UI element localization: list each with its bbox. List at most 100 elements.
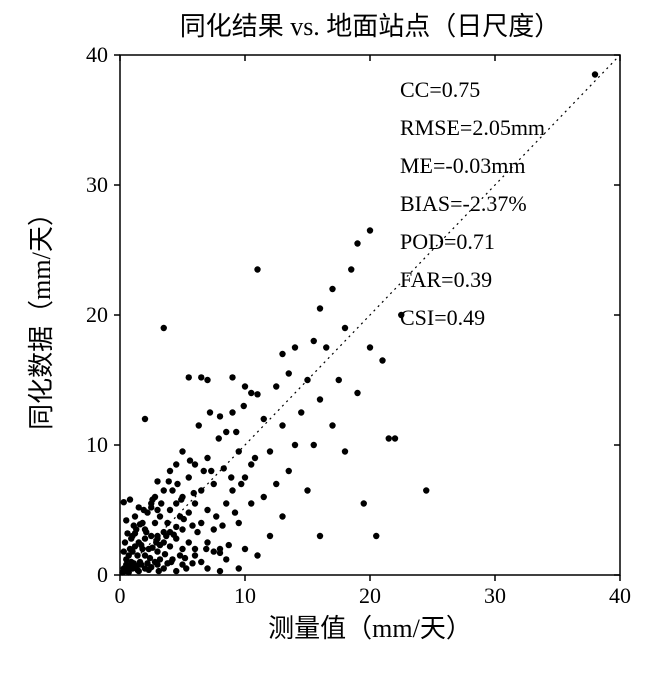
data-point: [198, 487, 204, 493]
x-tick-label: 10: [234, 583, 256, 608]
data-point: [154, 478, 160, 484]
data-point: [132, 530, 138, 536]
data-point: [342, 325, 348, 331]
data-point: [181, 516, 187, 522]
data-point: [168, 559, 174, 565]
data-point: [198, 559, 204, 565]
x-axis-label: 测量值（mm/天）: [268, 614, 472, 643]
stat-far: FAR=0.39: [400, 267, 492, 292]
data-point: [392, 435, 398, 441]
y-tick-label: 30: [86, 172, 108, 197]
data-point: [204, 565, 210, 571]
data-point: [179, 448, 185, 454]
data-point: [154, 548, 160, 554]
data-point: [134, 552, 140, 558]
data-point: [142, 535, 148, 541]
data-point: [141, 507, 147, 513]
data-point: [279, 422, 285, 428]
data-point: [178, 496, 184, 502]
data-point: [242, 474, 248, 480]
data-point: [229, 374, 235, 380]
data-point: [164, 520, 170, 526]
data-point: [132, 513, 138, 519]
data-point: [191, 490, 197, 496]
data-point: [367, 344, 373, 350]
data-point: [267, 448, 273, 454]
data-point: [162, 551, 168, 557]
data-point: [123, 517, 129, 523]
data-point: [329, 286, 335, 292]
data-point: [124, 530, 130, 536]
data-point: [173, 524, 179, 530]
data-point: [186, 539, 192, 545]
data-point: [329, 422, 335, 428]
data-point: [211, 526, 217, 532]
data-point: [254, 552, 260, 558]
data-point: [219, 522, 225, 528]
data-point: [139, 520, 145, 526]
data-point: [233, 429, 239, 435]
data-point: [186, 474, 192, 480]
data-point: [292, 442, 298, 448]
data-point: [196, 422, 202, 428]
data-point: [592, 71, 598, 77]
y-tick-label: 10: [86, 432, 108, 457]
data-point: [158, 500, 164, 506]
data-point: [173, 461, 179, 467]
data-point: [161, 487, 167, 493]
data-point: [122, 539, 128, 545]
data-point: [166, 478, 172, 484]
data-point: [217, 413, 223, 419]
data-point: [174, 481, 180, 487]
data-point: [149, 496, 155, 502]
data-point: [248, 390, 254, 396]
data-point: [267, 533, 273, 539]
data-point: [354, 240, 360, 246]
data-point: [183, 565, 189, 571]
data-point: [211, 481, 217, 487]
data-point: [204, 507, 210, 513]
data-point: [138, 542, 144, 548]
data-point: [241, 403, 247, 409]
data-point: [152, 520, 158, 526]
stat-csi: CSI=0.49: [400, 305, 485, 330]
data-point: [361, 500, 367, 506]
data-point: [223, 500, 229, 506]
data-point: [161, 539, 167, 545]
data-point: [198, 520, 204, 526]
data-point: [156, 568, 162, 574]
x-tick-label: 40: [609, 583, 631, 608]
data-point: [242, 383, 248, 389]
data-point: [187, 457, 193, 463]
data-point: [304, 487, 310, 493]
data-point: [154, 533, 160, 539]
data-point: [279, 513, 285, 519]
chart-title: 同化结果 vs. 地面站点（日尺度）: [180, 12, 561, 41]
data-point: [173, 500, 179, 506]
data-point: [261, 416, 267, 422]
data-point: [236, 520, 242, 526]
data-point: [167, 507, 173, 513]
y-tick-label: 20: [86, 302, 108, 327]
data-point: [121, 548, 127, 554]
chart-svg: 同化结果 vs. 地面站点（日尺度） 010203040010203040 CC…: [0, 0, 659, 675]
data-point: [217, 568, 223, 574]
data-point: [203, 546, 209, 552]
data-point: [311, 338, 317, 344]
data-point: [298, 409, 304, 415]
data-point: [211, 548, 217, 554]
data-point: [252, 455, 258, 461]
data-point: [157, 556, 163, 562]
x-tick-label: 30: [484, 583, 506, 608]
data-point: [354, 390, 360, 396]
data-point: [192, 552, 198, 558]
data-point: [228, 474, 234, 480]
data-point: [192, 461, 198, 467]
data-point: [342, 448, 348, 454]
data-point: [194, 529, 200, 535]
data-point: [198, 374, 204, 380]
stat-pod: POD=0.71: [400, 229, 495, 254]
data-point: [134, 567, 140, 573]
data-point: [311, 442, 317, 448]
data-point: [317, 305, 323, 311]
